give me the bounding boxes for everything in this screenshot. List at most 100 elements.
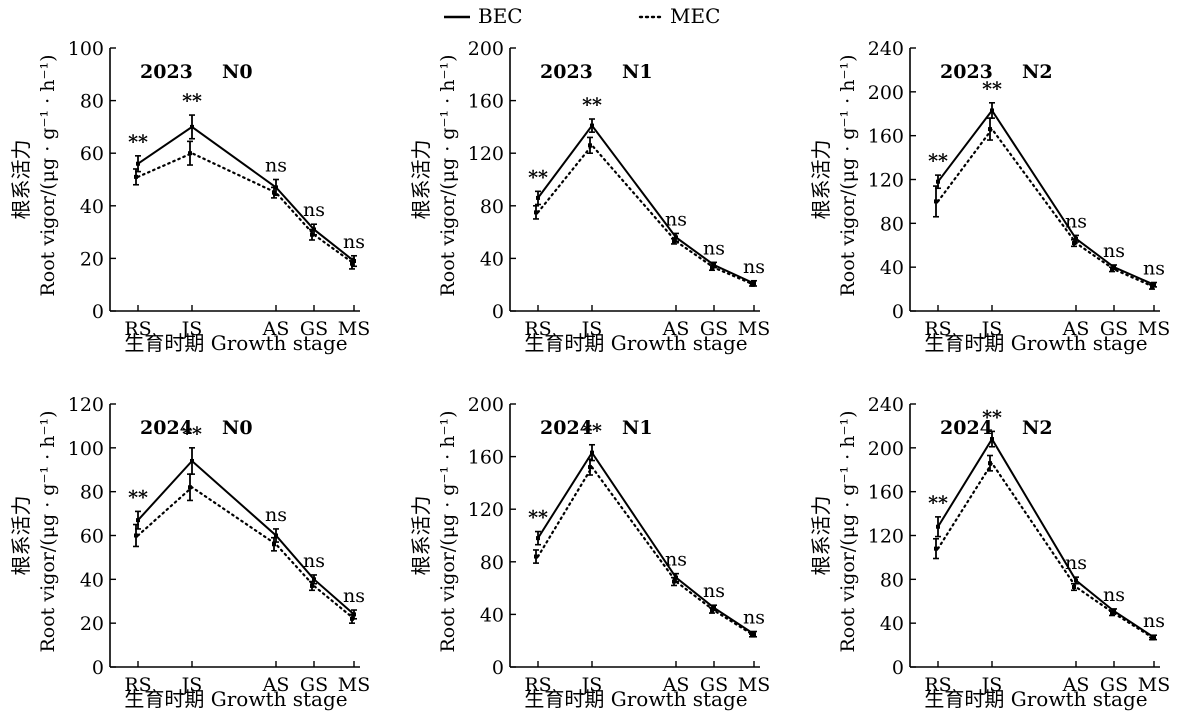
- panel-year-label: 2024: [140, 417, 193, 439]
- data-point-mec: [934, 546, 938, 551]
- data-point-mec: [988, 461, 992, 466]
- data-point-mec: [272, 190, 276, 195]
- x-tick-label: AS: [1062, 674, 1090, 696]
- data-point-bec: [1074, 578, 1078, 583]
- y-tick-label: 40: [880, 257, 904, 279]
- y-tick-label: 200: [468, 38, 504, 60]
- y-tick-label: 0: [492, 301, 504, 323]
- series-line-bec: [137, 459, 355, 616]
- panel-year-label: 2024: [940, 417, 993, 439]
- data-point-mec: [672, 579, 676, 584]
- data-point-bec: [590, 123, 594, 128]
- chart-legend: BEC MEC: [0, 0, 1184, 34]
- legend-label-bec: BEC: [478, 4, 523, 28]
- y-axis-label-en: Root vigor/(μg · g⁻¹ · h⁻¹): [837, 410, 859, 652]
- data-point-mec: [134, 533, 138, 538]
- data-point-bec: [1074, 236, 1078, 241]
- x-tick-label: MS: [1138, 318, 1170, 340]
- significance-label: ns: [303, 550, 325, 572]
- panel-treatment-label: N0: [222, 61, 253, 83]
- data-point-mec: [750, 282, 754, 287]
- significance-label: ns: [265, 155, 287, 177]
- x-axis-label: 生育时期 Growth stage: [524, 687, 747, 711]
- x-tick-label: RS: [524, 674, 551, 696]
- panel-treatment-label: N2: [1022, 61, 1053, 83]
- data-point-bec: [352, 259, 356, 264]
- panel-2023-n2: 0 40 80 120 160 200 240 RS JS AS GS MS 生育时期 Growth s…: [800, 0, 1184, 356]
- y-axis-label-en: Root vigor/(μg · g⁻¹ · h⁻¹): [437, 410, 459, 652]
- significance-label: **: [582, 94, 602, 116]
- series-line-mec: [936, 461, 1156, 640]
- series-line-bec: [937, 437, 1155, 639]
- series-line-bec: [537, 450, 755, 635]
- y-tick-label: 80: [80, 482, 104, 504]
- y-axis-label-en: Root vigor/(μg · g⁻¹ · h⁻¹): [437, 54, 459, 296]
- data-point-mec: [588, 143, 592, 148]
- y-tick-label: 40: [80, 196, 104, 218]
- data-point-mec: [710, 265, 714, 270]
- panel-treatment-label: N0: [222, 417, 253, 439]
- x-axis-label: 生育时期 Growth stage: [124, 331, 347, 355]
- data-point-mec: [1110, 611, 1114, 616]
- x-tick-label: MS: [338, 318, 370, 340]
- y-tick-label: 80: [880, 213, 904, 235]
- y-tick-label: 20: [80, 613, 104, 635]
- significance-label: ns: [1143, 610, 1165, 632]
- x-tick-label: GS: [300, 674, 328, 696]
- y-tick-label: 120: [868, 170, 904, 192]
- y-tick-label: 40: [480, 604, 504, 626]
- y-tick-label: 200: [868, 82, 904, 104]
- panel-2023-n1: 0 40 80 120 160 200 RS JS AS GS MS 生育时期 Growth stag…: [400, 0, 794, 356]
- series-line-mec: [536, 465, 756, 637]
- y-tick-label: 80: [80, 91, 104, 113]
- x-tick-label: GS: [300, 318, 328, 340]
- data-point-mec: [310, 232, 314, 237]
- data-point-bec: [136, 518, 140, 523]
- x-tick-label: JS: [580, 674, 603, 696]
- data-point-mec: [134, 174, 138, 179]
- significance-label: **: [128, 486, 148, 508]
- significance-label: ns: [265, 504, 287, 526]
- x-tick-label: AS: [262, 674, 290, 696]
- panel-treatment-label: N1: [622, 417, 653, 439]
- y-tick-label: 100: [68, 438, 104, 460]
- x-tick-label: MS: [738, 674, 770, 696]
- data-point-mec: [534, 210, 538, 215]
- y-tick-label: 160: [468, 447, 504, 469]
- panel-treatment-label: N2: [1022, 417, 1053, 439]
- y-tick-label: 200: [468, 394, 504, 416]
- x-axis-label: 生育时期 Growth stage: [924, 687, 1147, 711]
- y-axis-label-cn: 根系活力: [9, 140, 33, 220]
- x-tick-label: GS: [1100, 318, 1128, 340]
- significance-label: ns: [1065, 210, 1087, 232]
- x-tick-label: RS: [124, 674, 151, 696]
- x-tick-label: RS: [924, 318, 951, 340]
- data-point-mec: [1150, 284, 1154, 289]
- data-point-bec: [936, 524, 940, 529]
- significance-label: ns: [1103, 240, 1125, 262]
- x-axis-label: 生育时期 Growth stage: [524, 331, 747, 355]
- data-point-mec: [310, 583, 314, 588]
- y-axis-label-en: Root vigor/(μg · g⁻¹ · h⁻¹): [837, 54, 859, 296]
- data-point-mec: [988, 127, 992, 132]
- x-tick-label: RS: [924, 674, 951, 696]
- data-point-mec: [1150, 636, 1154, 641]
- x-tick-label: RS: [124, 318, 151, 340]
- x-tick-label: GS: [1100, 674, 1128, 696]
- data-point-mec: [1072, 585, 1076, 590]
- significance-label: ns: [1143, 258, 1165, 280]
- x-tick-label: MS: [338, 674, 370, 696]
- x-tick-label: JS: [980, 318, 1003, 340]
- data-point-bec: [536, 536, 540, 541]
- data-point-mec: [1110, 267, 1114, 272]
- significance-label: ns: [743, 606, 765, 628]
- y-tick-label: 160: [868, 482, 904, 504]
- data-point-bec: [936, 179, 940, 184]
- data-point-bec: [590, 450, 594, 455]
- y-tick-label: 0: [892, 657, 904, 679]
- panel-year-label: 2023: [940, 61, 993, 83]
- y-tick-label: 0: [92, 657, 104, 679]
